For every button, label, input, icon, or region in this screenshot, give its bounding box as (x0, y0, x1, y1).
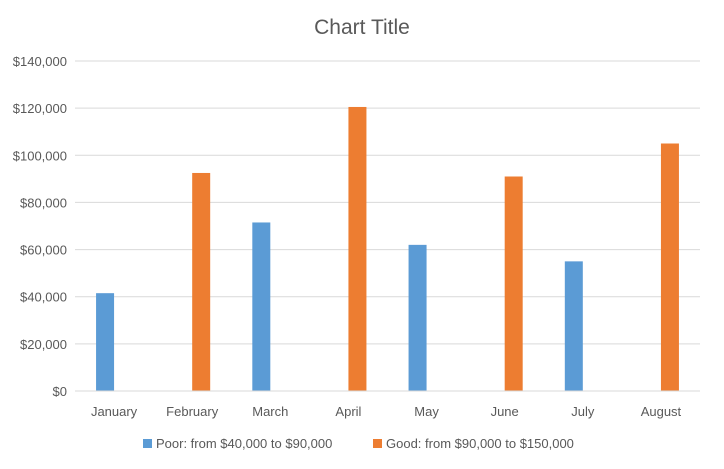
bar-march-series-1 (252, 222, 271, 391)
x-tick-label: February (166, 404, 219, 419)
y-tick-label: $120,000 (13, 101, 67, 116)
y-tick-label: $20,000 (20, 337, 67, 352)
y-tick-label: $60,000 (20, 243, 67, 258)
legend-label: Good: from $90,000 to $150,000 (386, 436, 574, 451)
y-tick-label: $40,000 (20, 290, 67, 305)
y-tick-label: $140,000 (13, 54, 67, 69)
bar-may-series-1 (408, 244, 427, 391)
bars (96, 106, 679, 391)
legend-swatch (143, 439, 152, 448)
bar-july-series-1 (564, 261, 583, 391)
bar-april-series-2 (348, 106, 367, 391)
legend-label: Poor: from $40,000 to $90,000 (156, 436, 332, 451)
x-tick-label: April (335, 404, 361, 419)
bar-february-series-2 (192, 172, 211, 391)
legend: Poor: from $40,000 to $90,000 Good: from … (143, 436, 574, 451)
gridlines (75, 60, 700, 345)
y-tick-label: $80,000 (20, 195, 67, 210)
legend-swatch (373, 439, 382, 448)
chart-title: Chart Title (314, 16, 410, 39)
bar-august-series-2 (660, 143, 679, 391)
x-tick-label: May (414, 404, 439, 419)
bar-june-series-2 (504, 176, 523, 391)
bar-january-series-1 (96, 293, 115, 391)
y-tick-label: $0 (53, 384, 67, 399)
y-axis-tick-labels: $0 $20,000 $40,000 $60,000 $80,000 $100,000 $1… (13, 54, 67, 399)
x-tick-label: January (91, 404, 138, 419)
y-tick-label: $100,000 (13, 148, 67, 163)
x-axis-tick-labels: January February March April May June July Augu… (91, 404, 682, 419)
x-tick-label: June (491, 404, 519, 419)
x-tick-label: August (641, 404, 682, 419)
x-tick-label: July (571, 404, 595, 419)
x-tick-label: March (252, 404, 288, 419)
